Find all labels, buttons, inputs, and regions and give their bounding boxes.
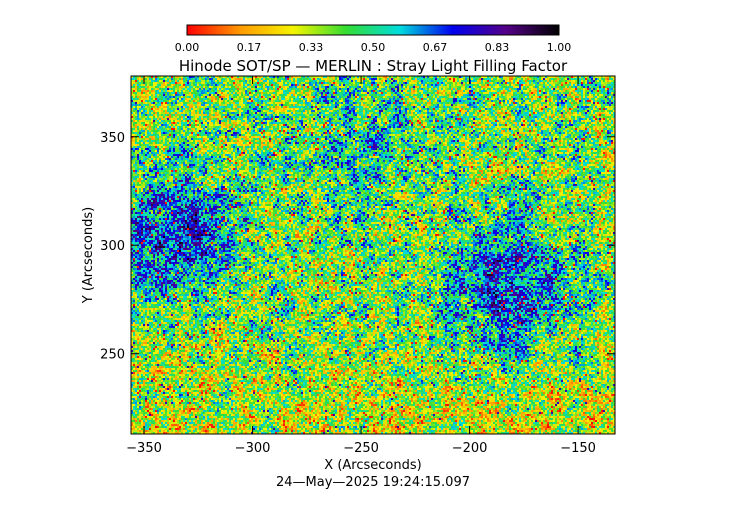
colorbar-tick-label: 0.67 <box>423 41 448 54</box>
x-tick-label: −200 <box>452 441 488 456</box>
x-tick-label: −150 <box>560 441 596 456</box>
colorbar: 0.00 0.17 0.33 0.50 0.67 0.83 1.00 <box>175 24 572 54</box>
x-tick-label: −300 <box>235 441 271 456</box>
heatmap-raster <box>131 76 615 434</box>
colorbar-strip <box>186 24 560 36</box>
colorbar-tick-label: 0.00 <box>175 41 200 54</box>
chart-title: Hinode SOT/SP — MERLIN : Stray Light Fil… <box>179 57 568 75</box>
timestamp: 24—May—2025 19:24:15.097 <box>276 475 470 490</box>
x-tick-label: −250 <box>343 441 379 456</box>
x-axis: −350 −300 −250 −200 −150 <box>126 76 596 456</box>
x-axis-label: X (Arcseconds) <box>324 458 421 473</box>
colorbar-tick-label: 0.33 <box>299 41 324 54</box>
colorbar-tick-labels: 0.00 0.17 0.33 0.50 0.67 0.83 1.00 <box>175 41 572 54</box>
heatmap-image <box>131 76 615 434</box>
colorbar-tick-label: 0.83 <box>485 41 510 54</box>
y-tick-label: 250 <box>100 348 125 363</box>
y-axis-label: Y (Arcseconds) <box>81 207 96 304</box>
y-tick-label: 300 <box>100 239 125 254</box>
plot-frame <box>130 75 616 435</box>
x-tick-label: −350 <box>126 441 162 456</box>
y-tick-label: 350 <box>100 131 125 146</box>
colorbar-tick-label: 1.00 <box>547 41 572 54</box>
y-axis: 250 300 350 <box>100 131 615 363</box>
colorbar-tick-label: 0.17 <box>237 41 262 54</box>
colorbar-tick-label: 0.50 <box>361 41 386 54</box>
